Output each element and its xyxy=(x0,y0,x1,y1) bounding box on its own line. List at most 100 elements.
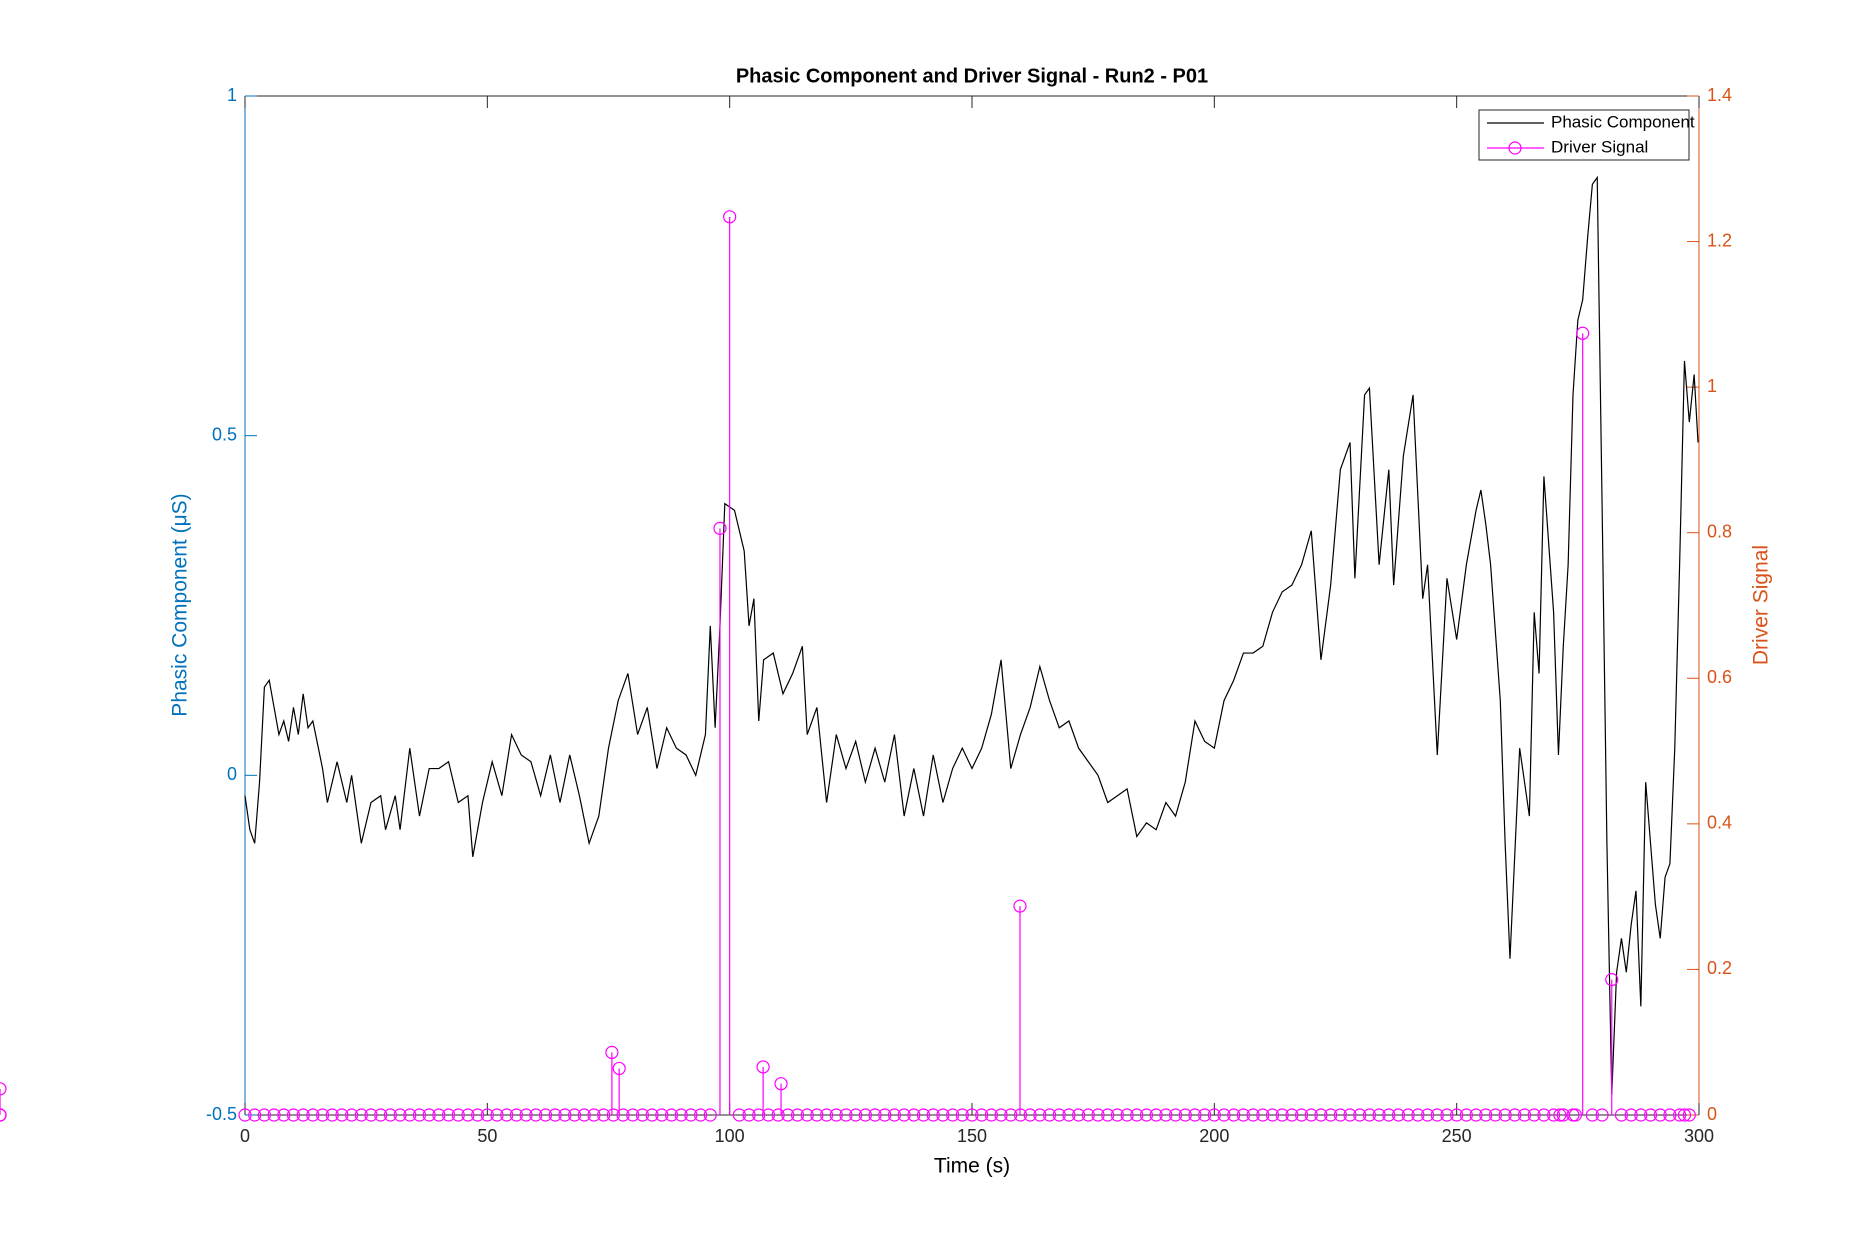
stem-marker xyxy=(1527,1108,1541,1122)
legend-label: Phasic Component xyxy=(1551,112,1695,131)
x-axis-label: Time (s) xyxy=(934,1155,1010,1178)
stem-marker xyxy=(567,1108,582,1122)
stem-marker xyxy=(558,1108,572,1122)
stem-marker xyxy=(713,521,727,535)
stem-marker xyxy=(374,1108,388,1122)
stem-marker xyxy=(538,1108,553,1122)
stem-marker xyxy=(1004,1108,1018,1122)
y2-tick-label: 1.4 xyxy=(1707,85,1732,105)
stem-marker xyxy=(635,1108,650,1122)
stem-marker xyxy=(364,1108,378,1122)
stem-marker xyxy=(1682,1108,1696,1122)
legend-label: Driver Signal xyxy=(1551,137,1648,156)
stem-marker xyxy=(1382,1108,1396,1122)
stem-marker xyxy=(432,1108,446,1122)
stem-marker xyxy=(1546,1108,1561,1122)
stem-marker xyxy=(732,1108,746,1122)
stem-marker xyxy=(286,1108,301,1122)
stem-marker xyxy=(684,1108,698,1122)
driver-stems xyxy=(0,210,1696,1122)
stem-marker xyxy=(723,210,737,224)
stem-marker xyxy=(315,1108,330,1122)
stem-marker xyxy=(1081,1108,1095,1122)
stem-marker xyxy=(774,1077,788,1091)
stem-marker xyxy=(471,1108,485,1122)
stem-marker xyxy=(616,1108,630,1122)
stem-marker xyxy=(1042,1108,1057,1122)
stem-marker xyxy=(761,1108,776,1122)
stem-marker xyxy=(1391,1108,1406,1122)
stem-marker xyxy=(819,1108,834,1122)
stem-marker xyxy=(1343,1108,1357,1122)
stem-marker xyxy=(1624,1108,1638,1122)
stem-marker xyxy=(926,1108,940,1122)
y2-tick-label: 1 xyxy=(1707,376,1717,396)
stem-marker xyxy=(1333,1108,1347,1122)
x-tick-label: 50 xyxy=(477,1126,497,1146)
y-tick-label: 0.5 xyxy=(212,424,237,444)
stem-marker xyxy=(1372,1108,1386,1122)
x-tick-label: 300 xyxy=(1684,1126,1714,1146)
stem-marker xyxy=(383,1108,397,1122)
stem-marker xyxy=(1362,1108,1377,1122)
stem-marker xyxy=(1614,1108,1629,1122)
stem-marker xyxy=(955,1108,969,1122)
stem-marker xyxy=(597,1108,611,1122)
stem-marker xyxy=(248,1108,262,1122)
stem-marker xyxy=(1488,1108,1503,1122)
stem-marker xyxy=(335,1108,349,1122)
stem-marker xyxy=(1508,1108,1522,1122)
stem-marker xyxy=(897,1108,911,1122)
stem-marker xyxy=(1517,1108,1532,1122)
stem-marker xyxy=(1537,1108,1551,1122)
stem-marker xyxy=(756,1060,770,1074)
stem-marker xyxy=(1576,326,1590,340)
plot-area xyxy=(245,96,1699,1115)
x-tick-label: 100 xyxy=(715,1126,745,1146)
stem-marker xyxy=(1110,1108,1125,1122)
legend-box xyxy=(1478,109,1690,161)
legend-marker xyxy=(1508,141,1522,155)
stem-marker xyxy=(703,1108,717,1122)
stem-marker xyxy=(664,1108,679,1122)
stem-marker xyxy=(1605,973,1619,987)
stem-marker xyxy=(790,1108,805,1122)
stem-marker xyxy=(480,1108,494,1122)
stem-marker xyxy=(612,1061,626,1076)
y2-tick-label: 0.6 xyxy=(1707,667,1732,687)
stem-marker xyxy=(238,1108,252,1122)
stem-marker xyxy=(1023,1108,1037,1122)
stem-marker xyxy=(1052,1108,1066,1122)
stem-marker xyxy=(1353,1108,1367,1122)
stem-marker xyxy=(878,1108,892,1122)
stem-marker xyxy=(393,1108,407,1122)
stem-marker xyxy=(422,1108,436,1122)
stem-marker xyxy=(907,1108,921,1122)
stem-marker xyxy=(1450,1108,1464,1122)
stem-marker xyxy=(1072,1108,1086,1122)
stem-marker xyxy=(994,1108,1008,1122)
stem-marker xyxy=(1294,1108,1309,1122)
stem-marker xyxy=(965,1108,979,1122)
stem-marker xyxy=(345,1108,359,1122)
stem-marker xyxy=(500,1108,514,1122)
stem-marker xyxy=(771,1108,785,1122)
stem-marker xyxy=(742,1108,756,1122)
stem-marker xyxy=(1198,1108,1212,1122)
stem-marker xyxy=(529,1108,543,1122)
stem-marker xyxy=(1673,1108,1687,1122)
stem-marker xyxy=(1101,1108,1115,1122)
stem-marker xyxy=(655,1108,669,1122)
stem-marker xyxy=(548,1108,562,1122)
stem-marker xyxy=(509,1108,524,1122)
y-tick-label: 1 xyxy=(227,85,237,105)
stem-marker xyxy=(1498,1108,1512,1122)
stem-marker xyxy=(1401,1108,1415,1122)
stem-marker xyxy=(829,1108,843,1122)
stem-marker xyxy=(1420,1108,1435,1122)
stem-marker xyxy=(0,1082,7,1096)
stem-marker xyxy=(1130,1108,1144,1122)
stem-marker xyxy=(605,1045,619,1060)
x-tick-label: 250 xyxy=(1442,1126,1472,1146)
stem-marker xyxy=(1217,1108,1231,1122)
